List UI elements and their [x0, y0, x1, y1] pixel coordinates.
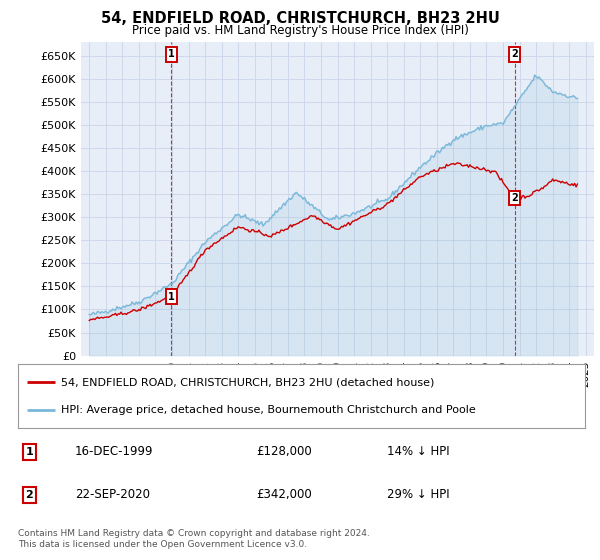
Text: 1: 1: [25, 447, 33, 457]
Text: 2: 2: [25, 490, 33, 500]
Text: 2: 2: [512, 193, 518, 203]
Text: 16-DEC-1999: 16-DEC-1999: [75, 445, 153, 459]
Text: Price paid vs. HM Land Registry's House Price Index (HPI): Price paid vs. HM Land Registry's House …: [131, 24, 469, 36]
Text: Contains HM Land Registry data © Crown copyright and database right 2024.
This d: Contains HM Land Registry data © Crown c…: [18, 529, 370, 549]
Text: 54, ENDFIELD ROAD, CHRISTCHURCH, BH23 2HU: 54, ENDFIELD ROAD, CHRISTCHURCH, BH23 2H…: [101, 11, 499, 26]
Text: 2: 2: [512, 49, 518, 59]
Text: 1: 1: [168, 49, 175, 59]
Text: £342,000: £342,000: [256, 488, 312, 501]
Text: 22-SEP-2020: 22-SEP-2020: [75, 488, 150, 501]
Text: 54, ENDFIELD ROAD, CHRISTCHURCH, BH23 2HU (detached house): 54, ENDFIELD ROAD, CHRISTCHURCH, BH23 2H…: [61, 377, 434, 387]
Text: 29% ↓ HPI: 29% ↓ HPI: [386, 488, 449, 501]
Text: HPI: Average price, detached house, Bournemouth Christchurch and Poole: HPI: Average price, detached house, Bour…: [61, 405, 475, 416]
Text: 1: 1: [168, 292, 175, 302]
Text: £128,000: £128,000: [256, 445, 312, 459]
Text: 14% ↓ HPI: 14% ↓ HPI: [386, 445, 449, 459]
